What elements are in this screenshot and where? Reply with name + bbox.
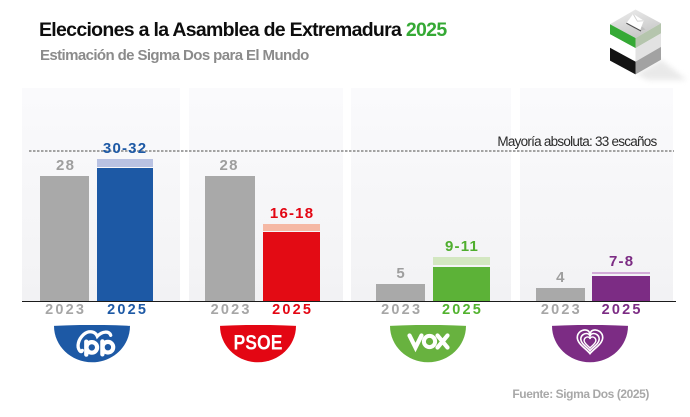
svg-text:PSOE: PSOE (234, 330, 283, 354)
